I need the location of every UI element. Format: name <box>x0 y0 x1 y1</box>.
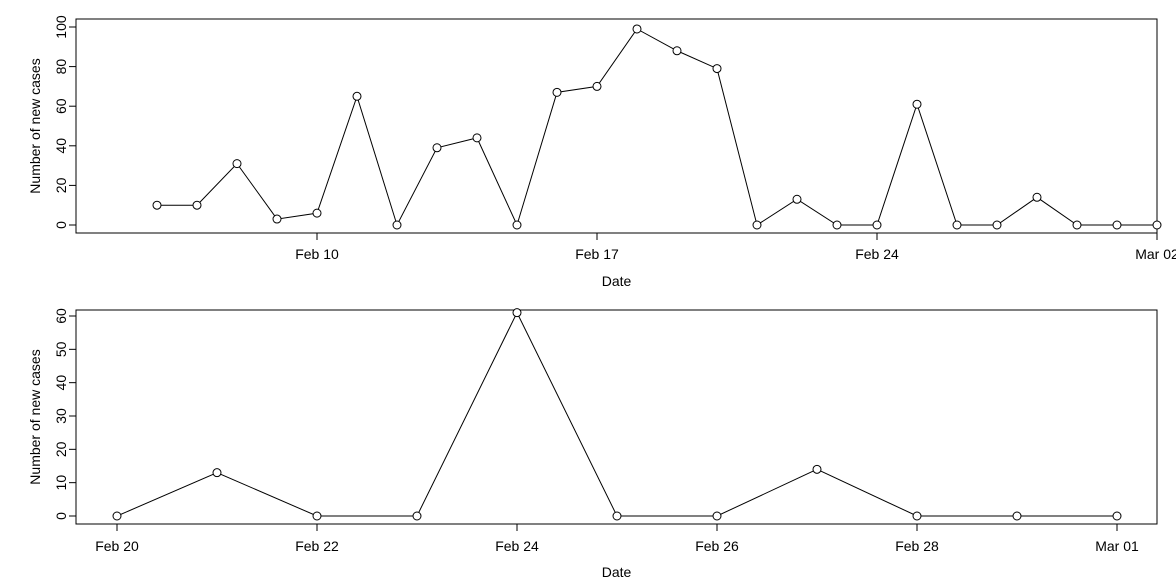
y-tick-label: 80 <box>53 59 69 75</box>
data-point <box>1012 511 1022 521</box>
data-point <box>1152 220 1162 230</box>
data-point <box>792 194 802 204</box>
y-tick-label: 0 <box>53 512 69 520</box>
data-point <box>912 99 922 109</box>
y-tick-label: 20 <box>53 441 69 457</box>
y-tick-label: 50 <box>53 341 69 357</box>
x-tick-label: Feb 26 <box>695 538 739 554</box>
x-tick-label: Feb 17 <box>575 246 619 262</box>
x-axis-title: Date <box>602 564 632 580</box>
plot-frame <box>75 18 1158 234</box>
data-point <box>592 81 602 91</box>
plot-frame <box>75 309 1158 525</box>
data-point <box>412 511 422 521</box>
data-point <box>1032 192 1042 202</box>
top-chart-panel: Feb 10 Feb 17 Feb 24 Mar 02 0 20 40 60 80 100 Date… <box>27 15 1176 289</box>
data-point <box>192 200 202 210</box>
x-tick-label: Mar 01 <box>1095 538 1139 554</box>
x-tick-label: Feb 22 <box>295 538 339 554</box>
data-point <box>1112 511 1122 521</box>
data-point <box>272 214 282 224</box>
data-point <box>952 220 962 230</box>
y-tick-label: 40 <box>53 375 69 391</box>
y-tick-label: 40 <box>53 138 69 154</box>
x-tick-label: Feb 28 <box>895 538 939 554</box>
data-point <box>812 464 822 474</box>
data-point <box>672 46 682 56</box>
data-point <box>912 511 922 521</box>
data-point <box>512 308 522 318</box>
x-tick-label: Mar 02 <box>1135 246 1176 262</box>
y-axis-title: Number of new cases <box>27 58 43 193</box>
data-point <box>632 24 642 34</box>
y-tick-label: 60 <box>53 308 69 324</box>
data-point <box>1072 220 1082 230</box>
data-point <box>552 87 562 97</box>
y-tick-label: 20 <box>53 177 69 193</box>
data-point <box>352 91 362 101</box>
data-point <box>232 159 242 169</box>
bottom-chart-panel: Feb 20 Feb 22 Feb 24 Feb 26 Feb 28 Mar 01 0 10 2… <box>27 308 1158 580</box>
data-point <box>712 64 722 74</box>
series-line <box>116 311 1117 517</box>
data-point <box>872 220 882 230</box>
data-point <box>752 220 762 230</box>
data-point <box>152 200 162 210</box>
series-line <box>157 28 1157 227</box>
data-point <box>312 208 322 218</box>
x-tick-label: Feb 24 <box>495 538 539 554</box>
y-axis-title: Number of new cases <box>27 349 43 484</box>
data-point <box>992 220 1002 230</box>
data-point <box>112 511 122 521</box>
y-tick-label: 0 <box>53 221 69 229</box>
data-point <box>392 220 402 230</box>
y-tick-label: 100 <box>53 15 69 39</box>
y-tick-label: 30 <box>53 408 69 424</box>
data-point <box>512 220 522 230</box>
data-point <box>312 511 322 521</box>
data-point <box>612 511 622 521</box>
y-tick-label: 10 <box>53 475 69 491</box>
x-tick-label: Feb 10 <box>295 246 339 262</box>
data-point <box>832 220 842 230</box>
x-axis-title: Date <box>602 273 632 289</box>
x-tick-label: Feb 20 <box>95 538 139 554</box>
y-tick-label: 60 <box>53 98 69 114</box>
data-point <box>472 133 482 143</box>
data-point <box>212 468 222 478</box>
data-point <box>432 143 442 153</box>
x-tick-label: Feb 24 <box>855 246 899 262</box>
data-point <box>1112 220 1122 230</box>
data-point <box>712 511 722 521</box>
